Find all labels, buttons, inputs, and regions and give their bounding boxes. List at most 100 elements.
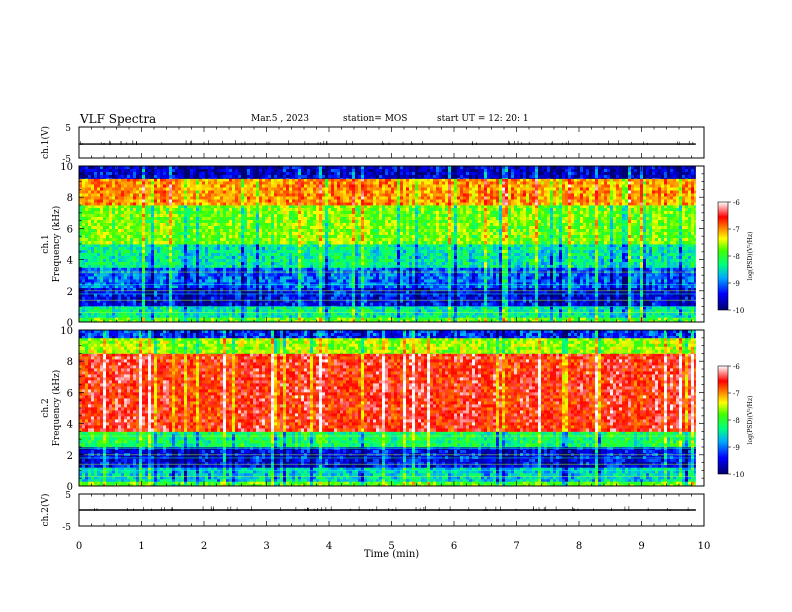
spectrogram-ch1-cell-band-3 [118, 273, 121, 276]
spectrogram-ch1-cell-band-3 [286, 282, 289, 285]
spectrogram-ch1-cell-band-0 [103, 317, 106, 320]
spectrogram-ch1-cell-band-2 [688, 291, 691, 294]
spectrogram-ch1-cell-band-3 [481, 285, 484, 288]
spectrogram-ch1-cell-band-2 [385, 297, 388, 300]
spectrogram-ch1-cell-band-3 [238, 282, 241, 285]
spectrogram-ch1-cell-band-1 [304, 309, 307, 312]
spectrogram-ch1-cell-band-2 [199, 303, 202, 306]
spectrogram-ch1-cell-band-3 [592, 282, 595, 285]
spectrogram-ch1-cell-band-0 [88, 317, 91, 320]
spectrogram-ch1-cell-band-2 [394, 297, 397, 300]
spectrogram-ch1-cell-band-3 [226, 282, 229, 285]
spectrogram-ch1-cell-band-4 [469, 247, 472, 250]
spectrogram-ch1-cell-band-4 [493, 244, 496, 247]
spectrogram-ch1-cell-band-1 [430, 306, 433, 309]
spectrogram-ch1-cell-band-0 [205, 317, 208, 320]
spectrogram-ch1-cell-band-2 [664, 303, 667, 306]
spectrogram-ch1-cell-band-4 [643, 247, 646, 250]
spectrogram-ch1-cell-band-4 [412, 244, 415, 247]
spectrogram-ch1-cell-band-3 [190, 285, 193, 288]
spectrogram-ch1-cell-band-0 [142, 317, 145, 320]
spectrogram-ch1-cell-band-4 [541, 250, 544, 253]
spectrogram-ch1-cell-band-3 [457, 267, 460, 270]
spectrogram-ch1-cell-band-0 [511, 317, 514, 320]
spectrogram-ch1-cell-band-4 [190, 247, 193, 250]
spectrogram-ch1-cell-band-2 [367, 297, 370, 300]
spectrogram-ch1-cell-band-1 [616, 306, 619, 309]
spectrogram-ch1-cell-band-4 [220, 253, 223, 256]
spectrogram-ch1-cell-band-3 [262, 279, 265, 282]
spectrogram-ch1-cell-band-3 [286, 273, 289, 276]
spectrogram-ch1-cell-band-1 [247, 315, 250, 317]
spectrogram-ch1-cell-band-4 [133, 247, 136, 250]
spectrogram-ch1-cell-band-1 [229, 309, 232, 312]
spectrogram-ch1-cell-band-3 [394, 285, 397, 288]
spectrogram-ch1-cell-band-3 [100, 285, 103, 288]
spectrogram-ch1-cell-band-3 [256, 273, 259, 276]
spectrogram-ch1-cell-band-3 [673, 282, 676, 285]
spectrogram-ch1-cell-band-3 [139, 279, 142, 282]
spectrogram-ch1-cell-band-2 [79, 303, 82, 306]
spectrogram-ch1-cell-band-1 [196, 309, 199, 312]
spectrogram-ch1-cell-band-3 [502, 276, 505, 279]
spectrogram-ch1-cell-band-2 [205, 291, 208, 294]
spectrogram-ch1-cell-band-4 [475, 250, 478, 253]
spectrogram-ch1-cell-band-3 [283, 282, 286, 285]
spectrogram-ch1-cell-band-3 [412, 282, 415, 285]
spectrogram-ch1-cell-band-1 [682, 315, 685, 317]
spectrogram-ch1-cell-band-4 [586, 247, 589, 250]
spectrogram-ch1-cell-band-4 [520, 250, 523, 253]
spectrogram-ch1-cell-band-4 [646, 250, 649, 253]
spectrogram-ch1-cell-band-1 [163, 309, 166, 312]
spectrogram-ch1-cell-band-3 [565, 279, 568, 282]
spectrogram-ch1-cell-band-3 [340, 267, 343, 270]
spectrogram-ch1-cell-band-4 [649, 247, 652, 250]
spectrogram-ch1-cell-band-4 [520, 244, 523, 247]
spectrogram-ch1-cell-band-1 [325, 309, 328, 312]
spectrogram-ch1-cell-band-2 [562, 297, 565, 300]
spectrogram-ch1-cell-band-2 [388, 291, 391, 294]
spectrogram-ch1-cell-band-2 [283, 303, 286, 306]
spectrogram-ch1-cell-band-3 [376, 276, 379, 279]
spectrogram-ch1-cell-band-3 [238, 285, 241, 288]
spectrogram-ch1-cell-band-3 [97, 276, 100, 279]
spectrogram-ch1-cell-band-4 [226, 250, 229, 253]
spectrogram-ch1-cell-band-3 [406, 267, 409, 270]
spectrogram-ch1-cell-band-1 [154, 315, 157, 317]
spectrogram-ch1-cell-band-4 [616, 250, 619, 253]
spectrogram-ch1-cell-band-3 [274, 279, 277, 282]
spectrogram-ch1-cell-band-3 [634, 285, 637, 288]
spectrogram-ch1-cell-band-4 [217, 247, 220, 250]
spectrogram-ch1-cell-band-3 [586, 282, 589, 285]
spectrogram-ch1-cell-band-1 [601, 315, 604, 317]
spectrogram-ch1-cell-band-1 [232, 315, 235, 317]
spectrogram-ch1-cell-band-1 [409, 315, 412, 317]
spectrogram-ch1-cell-band-3 [199, 267, 202, 270]
spectrogram-ch1-cell-band-3 [442, 282, 445, 285]
spectrogram-ch1-cell-band-3 [253, 267, 256, 270]
spectrogram-ch1-cell-band-2 [199, 297, 202, 300]
spectrogram-ch1-cell-band-1 [280, 306, 283, 309]
spectrogram-ch1-cell-band-2 [505, 303, 508, 306]
spectrogram-ch1-cell-band-4 [130, 250, 133, 253]
spectrogram-ch1-cell-band-3 [511, 285, 514, 288]
spectrogram-ch1-cell-band-1 [106, 309, 109, 312]
spectrogram-ch1-cell-band-4 [292, 244, 295, 247]
spectrogram-ch1-cell-band-1 [496, 309, 499, 312]
spectrogram-ch1-cell-band-2 [652, 303, 655, 306]
spectrogram-ch1-cell-band-2 [487, 291, 490, 294]
spectrogram-ch1-cell-band-1 [673, 315, 676, 317]
spectrogram-ch1-cell-band-3 [226, 279, 229, 282]
spectrogram-ch1-cell-band-2 [250, 291, 253, 294]
spectrogram-ch1-cell-band-4 [634, 250, 637, 253]
spectrogram-ch1-cell-band-2 [238, 291, 241, 294]
spectrogram-ch1-cell-band-1 [94, 315, 97, 317]
spectrogram-ch1-cell-band-2 [103, 291, 106, 294]
spectrogram-ch1-cell-band-3 [517, 279, 520, 282]
spectrogram-ch1-cell-band-3 [361, 267, 364, 270]
spectrogram-ch1-cell-band-1 [205, 306, 208, 309]
spectrogram-ch1-cell-band-3 [328, 282, 331, 285]
spectrogram-ch1-cell-band-4 [187, 247, 190, 250]
spectrogram-ch1-cell-band-1 [274, 306, 277, 309]
spectrogram-ch1-cell-band-2 [538, 297, 541, 300]
